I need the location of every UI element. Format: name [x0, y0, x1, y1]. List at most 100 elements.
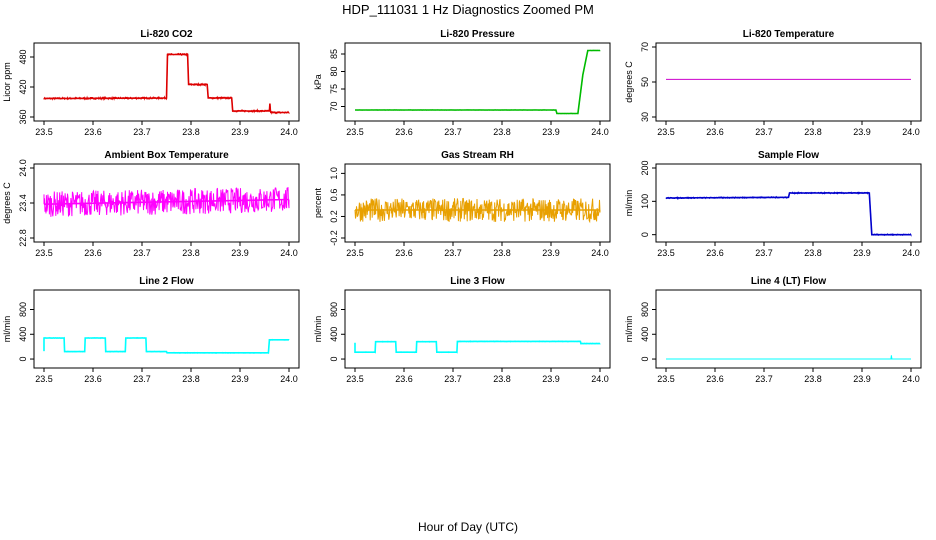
- panel-3: Li-820 Temperature 23.5 23.6 23.7 23.8 23.9 24…: [624, 29, 922, 137]
- panel-4: Ambient Box Temperature 23.5 23.6 23.7 23.8 2…: [2, 150, 300, 258]
- y-axis-label: kPa: [313, 74, 323, 90]
- x-tick-label: 23.6: [706, 248, 724, 258]
- x-tick-label: 23.7: [133, 374, 151, 384]
- x-tick-label: 23.9: [231, 374, 249, 384]
- x-axis-label: Hour of Day (UTC): [418, 520, 518, 534]
- x-tick-label: 23.8: [804, 248, 822, 258]
- x-tick-label: 24.0: [591, 248, 609, 258]
- x-tick-label: 23.7: [444, 374, 462, 384]
- x-tick-label: 23.9: [231, 248, 249, 258]
- y-tick-label: -0.2: [329, 230, 339, 246]
- y-tick-label: 400: [640, 327, 650, 342]
- panel-8: Line 3 Flow 23.5 23.6 23.7 23.8 23.9 24.0 0 400 8…: [313, 276, 611, 384]
- x-tick-label: 23.5: [346, 127, 364, 137]
- series-line-step: [354, 340, 600, 353]
- panel-title: Line 2 Flow: [139, 276, 194, 287]
- x-tick-label: 23.7: [755, 374, 773, 384]
- panel-title: Line 4 (LT) Flow: [751, 276, 827, 287]
- y-axis-label: degrees C: [2, 182, 12, 224]
- series-line: [666, 355, 911, 360]
- panel-grid: Li-820 CO2 23.5 23.6 23.7 23.8 23.9 24.0 360 420…: [2, 29, 922, 384]
- y-tick-label: 360: [18, 109, 28, 124]
- plot-frame: [655, 42, 922, 122]
- panel-title: Sample Flow: [758, 150, 819, 161]
- y-axis-label: ml/min: [2, 316, 12, 343]
- panel-title: Li-820 Temperature: [743, 29, 835, 40]
- x-tick-label: 23.5: [35, 127, 53, 137]
- x-tick-label: 23.5: [657, 127, 675, 137]
- y-tick-label: 800: [18, 302, 28, 317]
- y-tick-label: 70: [329, 101, 339, 111]
- plot-frame: [344, 289, 611, 369]
- y-tick-label: 400: [329, 327, 339, 342]
- y-tick-label: 0.6: [329, 189, 339, 202]
- x-tick-label: 24.0: [902, 374, 920, 384]
- panel-5: Gas Stream RH 23.5 23.6 23.7 23.8 23.9 24.0 -0.…: [313, 150, 611, 258]
- plot-frame: [344, 42, 611, 122]
- y-tick-label: 0: [329, 357, 339, 362]
- y-tick-label: 420: [18, 79, 28, 94]
- panel-title: Li-820 CO2: [140, 29, 193, 40]
- y-tick-label: 400: [18, 327, 28, 342]
- x-tick-label: 23.6: [395, 248, 413, 258]
- x-tick-label: 23.8: [493, 374, 511, 384]
- y-axis-label: ml/min: [624, 316, 634, 343]
- panel-title: Line 3 Flow: [450, 276, 505, 287]
- x-tick-label: 23.8: [493, 127, 511, 137]
- x-tick-label: 23.7: [755, 248, 773, 258]
- x-tick-label: 23.9: [853, 127, 871, 137]
- x-tick-label: 23.6: [395, 127, 413, 137]
- x-tick-label: 23.8: [182, 127, 200, 137]
- x-tick-label: 23.9: [853, 374, 871, 384]
- panel-7: Line 2 Flow 23.5 23.6 23.7 23.8 23.9 24.0 0 400 8…: [2, 276, 300, 384]
- x-tick-label: 23.8: [804, 127, 822, 137]
- x-tick-label: 23.7: [444, 248, 462, 258]
- y-tick-label: 30: [640, 112, 650, 122]
- series-line-step: [355, 49, 600, 115]
- y-tick-label: 100: [640, 194, 650, 209]
- series-line: [354, 197, 601, 224]
- y-tick-label: 0: [640, 232, 650, 237]
- x-tick-label: 23.9: [542, 248, 560, 258]
- y-tick-label: 200: [640, 160, 650, 175]
- x-tick-label: 23.6: [84, 248, 102, 258]
- series-line-step: [43, 337, 289, 354]
- x-tick-label: 23.5: [657, 248, 675, 258]
- x-tick-label: 23.8: [182, 248, 200, 258]
- y-tick-label: 0: [640, 357, 650, 362]
- y-tick-label: 50: [640, 77, 650, 87]
- panel-2: Li-820 Pressure 23.5 23.6 23.7 23.8 23.9 24.0 7…: [313, 29, 611, 137]
- plot-frame: [655, 289, 922, 369]
- plot-frame: [33, 289, 300, 369]
- x-tick-label: 23.8: [493, 248, 511, 258]
- y-tick-label: 800: [329, 302, 339, 317]
- x-tick-label: 23.7: [133, 127, 151, 137]
- y-tick-label: 22.8: [18, 229, 28, 247]
- series-line: [43, 336, 290, 355]
- x-tick-label: 23.7: [755, 127, 773, 137]
- x-tick-label: 23.6: [84, 374, 102, 384]
- x-tick-label: 24.0: [280, 374, 298, 384]
- series-line: [43, 187, 290, 217]
- x-tick-label: 23.7: [133, 248, 151, 258]
- x-tick-label: 23.7: [444, 127, 462, 137]
- y-tick-label: 0: [18, 357, 28, 362]
- series-line: [43, 52, 290, 115]
- series-line: [355, 49, 601, 115]
- x-tick-label: 23.8: [804, 374, 822, 384]
- series-line: [354, 340, 601, 354]
- x-tick-label: 23.9: [542, 127, 560, 137]
- y-tick-label: 70: [640, 42, 650, 52]
- x-tick-label: 24.0: [280, 248, 298, 258]
- y-tick-label: 1.0: [329, 167, 339, 180]
- panel-9: Line 4 (LT) Flow 23.5 23.6 23.7 23.8 23.9 24.0…: [624, 276, 922, 384]
- y-axis-label: Licor ppm: [2, 62, 12, 102]
- x-tick-label: 24.0: [902, 127, 920, 137]
- x-tick-label: 24.0: [902, 248, 920, 258]
- y-tick-label: 75: [329, 84, 339, 94]
- y-axis-label: degrees C: [624, 61, 634, 103]
- x-tick-label: 24.0: [591, 127, 609, 137]
- panel-title: Li-820 Pressure: [440, 29, 515, 40]
- x-tick-label: 23.5: [35, 374, 53, 384]
